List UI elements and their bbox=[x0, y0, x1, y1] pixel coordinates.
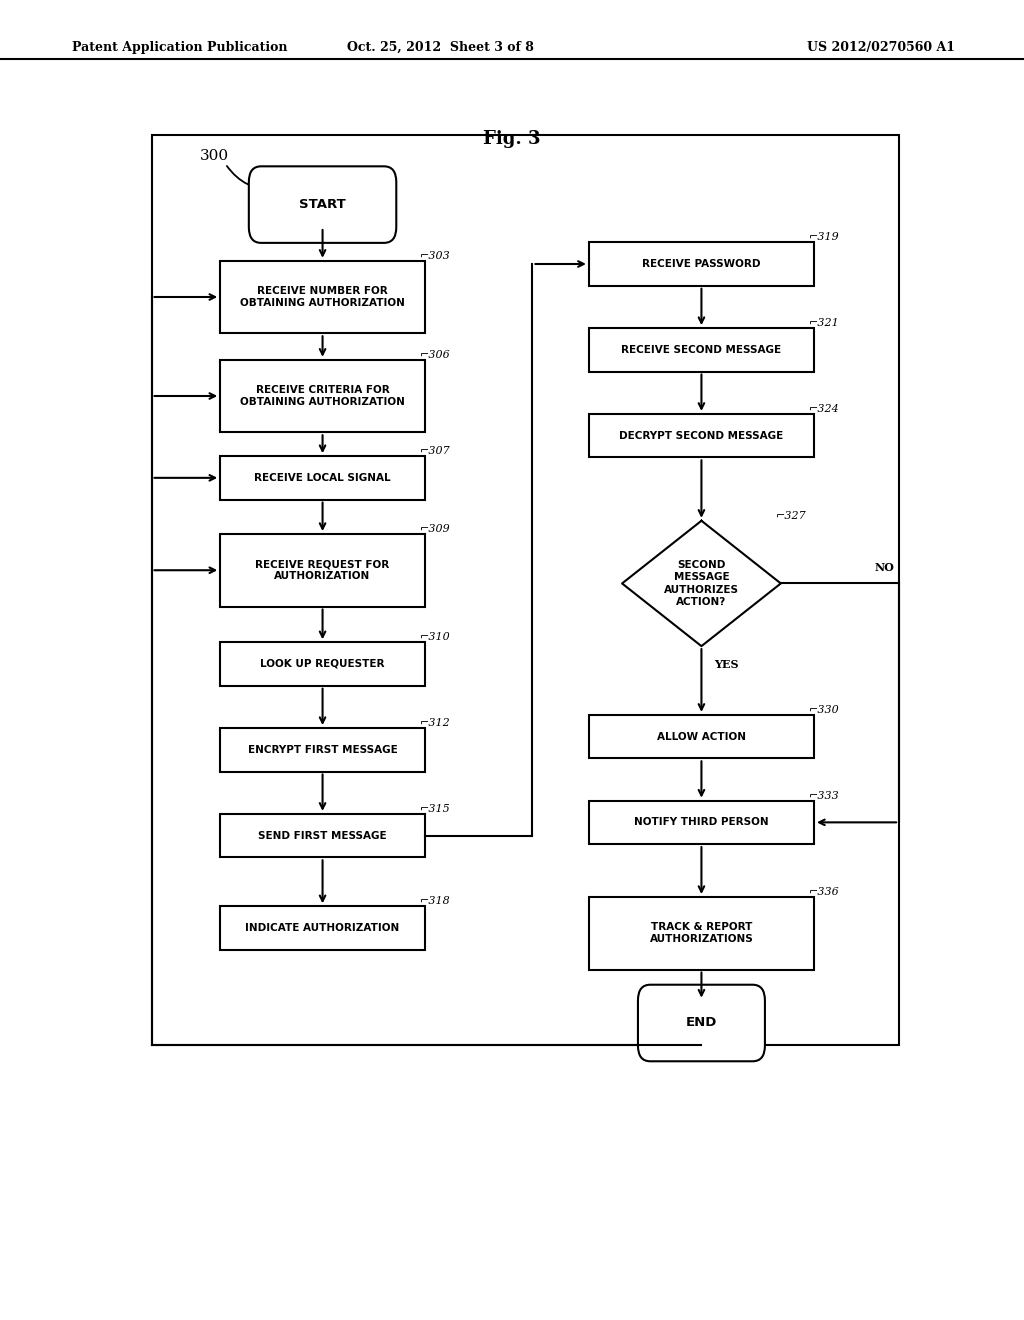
Polygon shape bbox=[623, 520, 781, 645]
Bar bbox=[589, 898, 814, 969]
Text: ⌐321: ⌐321 bbox=[809, 318, 840, 329]
Text: ⌐315: ⌐315 bbox=[420, 804, 451, 813]
Text: ENCRYPT FIRST MESSAGE: ENCRYPT FIRST MESSAGE bbox=[248, 744, 397, 755]
Text: END: END bbox=[686, 1016, 717, 1030]
Bar bbox=[220, 535, 425, 607]
Text: ⌐309: ⌐309 bbox=[420, 524, 451, 535]
Bar bbox=[589, 413, 814, 457]
Text: RECEIVE SECOND MESSAGE: RECEIVE SECOND MESSAGE bbox=[622, 345, 781, 355]
Bar bbox=[220, 813, 425, 858]
Text: RECEIVE PASSWORD: RECEIVE PASSWORD bbox=[642, 259, 761, 269]
Bar bbox=[589, 243, 814, 286]
Bar bbox=[220, 906, 425, 950]
Text: ALLOW ACTION: ALLOW ACTION bbox=[657, 731, 745, 742]
Text: ⌐312: ⌐312 bbox=[420, 718, 451, 729]
Text: ⌐303: ⌐303 bbox=[420, 251, 451, 261]
Bar bbox=[220, 455, 425, 499]
Bar bbox=[152, 135, 899, 1045]
Bar bbox=[220, 360, 425, 433]
Text: RECEIVE CRITERIA FOR
OBTAINING AUTHORIZATION: RECEIVE CRITERIA FOR OBTAINING AUTHORIZA… bbox=[240, 385, 406, 407]
Text: NO: NO bbox=[874, 562, 894, 573]
Text: TRACK & REPORT
AUTHORIZATIONS: TRACK & REPORT AUTHORIZATIONS bbox=[649, 923, 754, 944]
Text: DECRYPT SECOND MESSAGE: DECRYPT SECOND MESSAGE bbox=[620, 430, 783, 441]
Bar bbox=[220, 729, 425, 771]
Text: US 2012/0270560 A1: US 2012/0270560 A1 bbox=[807, 41, 954, 54]
Text: YES: YES bbox=[714, 659, 738, 671]
Text: ⌐318: ⌐318 bbox=[420, 896, 451, 906]
Text: ⌐330: ⌐330 bbox=[809, 705, 840, 715]
Text: NOTIFY THIRD PERSON: NOTIFY THIRD PERSON bbox=[634, 817, 769, 828]
Text: 300: 300 bbox=[200, 149, 228, 162]
FancyBboxPatch shape bbox=[638, 985, 765, 1061]
Text: ⌐336: ⌐336 bbox=[809, 887, 840, 898]
Bar bbox=[589, 715, 814, 758]
Bar bbox=[220, 260, 425, 333]
Text: ⌐324: ⌐324 bbox=[809, 404, 840, 414]
Text: ⌐306: ⌐306 bbox=[420, 350, 451, 360]
Text: Fig. 3: Fig. 3 bbox=[483, 129, 541, 148]
Text: ⌐333: ⌐333 bbox=[809, 791, 840, 800]
Text: ⌐307: ⌐307 bbox=[420, 446, 451, 457]
Text: ⌐310: ⌐310 bbox=[420, 632, 451, 643]
Text: INDICATE AUTHORIZATION: INDICATE AUTHORIZATION bbox=[246, 923, 399, 933]
Text: RECEIVE REQUEST FOR
AUTHORIZATION: RECEIVE REQUEST FOR AUTHORIZATION bbox=[255, 560, 390, 581]
Text: SECOND
MESSAGE
AUTHORIZES
ACTION?: SECOND MESSAGE AUTHORIZES ACTION? bbox=[664, 560, 739, 607]
Bar bbox=[220, 643, 425, 686]
Text: Oct. 25, 2012  Sheet 3 of 8: Oct. 25, 2012 Sheet 3 of 8 bbox=[347, 41, 534, 54]
Text: RECEIVE LOCAL SIGNAL: RECEIVE LOCAL SIGNAL bbox=[254, 473, 391, 483]
Text: Patent Application Publication: Patent Application Publication bbox=[72, 41, 287, 54]
Bar bbox=[589, 327, 814, 372]
Text: SEND FIRST MESSAGE: SEND FIRST MESSAGE bbox=[258, 830, 387, 841]
Text: ⌐327: ⌐327 bbox=[776, 511, 807, 520]
Text: ⌐319: ⌐319 bbox=[809, 232, 840, 243]
Bar bbox=[589, 800, 814, 845]
Text: RECEIVE NUMBER FOR
OBTAINING AUTHORIZATION: RECEIVE NUMBER FOR OBTAINING AUTHORIZATI… bbox=[240, 286, 406, 308]
FancyBboxPatch shape bbox=[249, 166, 396, 243]
Text: LOOK UP REQUESTER: LOOK UP REQUESTER bbox=[260, 659, 385, 669]
Text: START: START bbox=[299, 198, 346, 211]
